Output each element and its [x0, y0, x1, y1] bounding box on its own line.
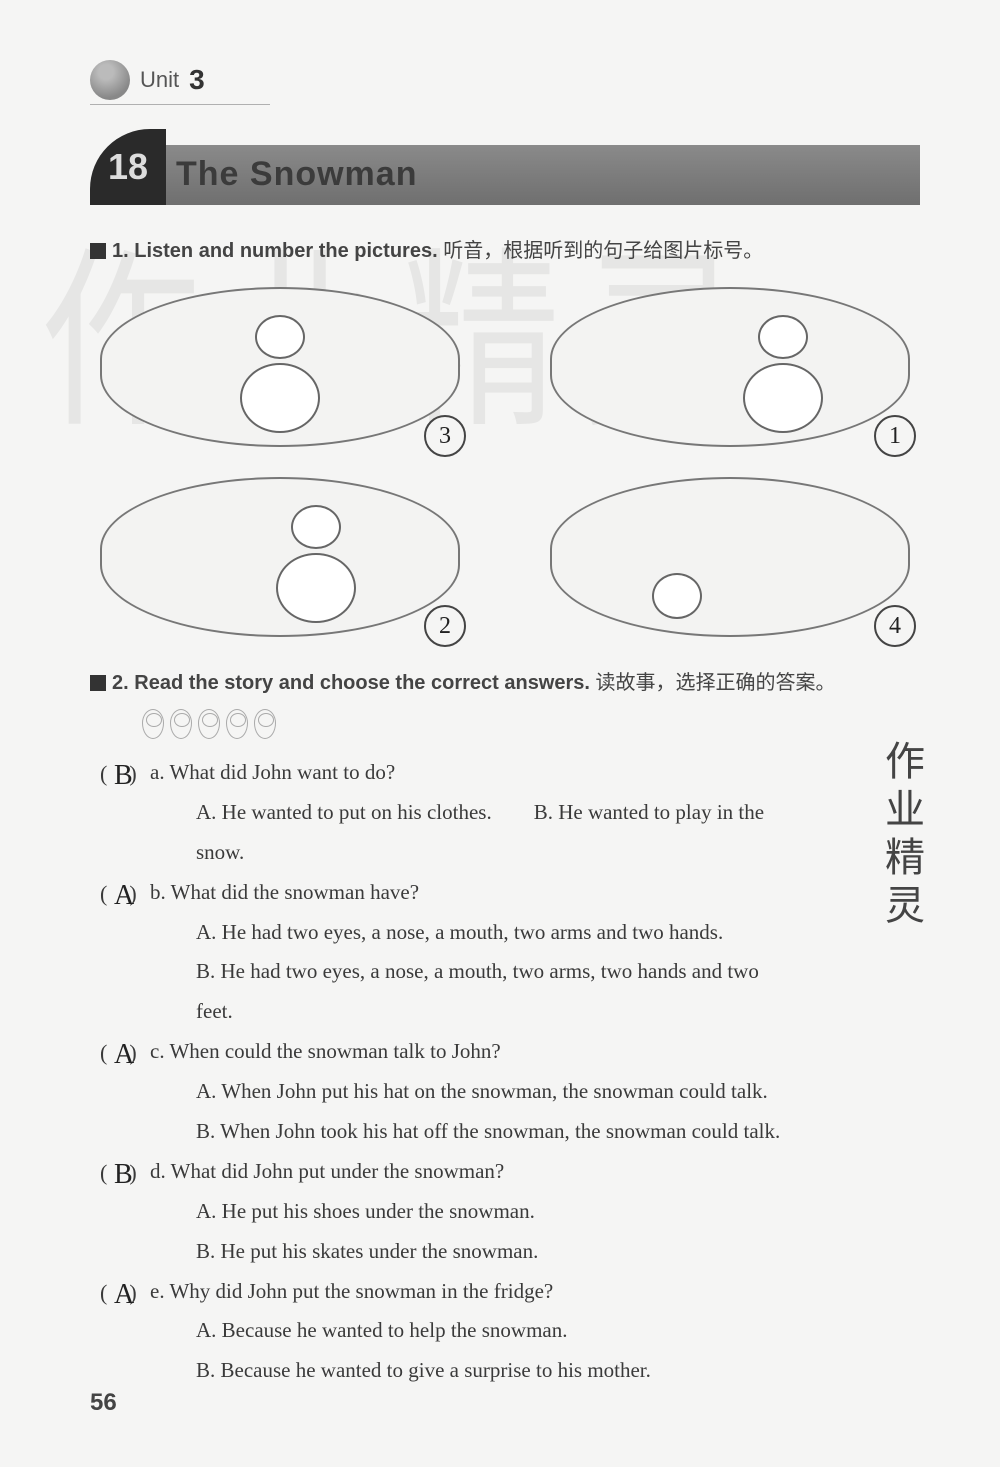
lesson-number-badge: 18	[90, 129, 166, 205]
section2-num: 2.	[112, 672, 129, 694]
qb-letter: b.	[150, 880, 166, 904]
qb-optA: A. He had two eyes, a nose, a mouth, two…	[100, 913, 800, 953]
lesson-title-bar: 18 The Snowman	[150, 145, 920, 205]
rating-icon	[254, 709, 276, 739]
qa-letter: a.	[150, 760, 165, 784]
question-c: ( ) A c. When could the snowman talk to …	[100, 1032, 800, 1072]
question-e: ( ) A e. Why did John put the snowman in…	[100, 1272, 800, 1312]
section2-en: Read the story and choose the correct an…	[134, 672, 590, 694]
picture-3: 2	[100, 477, 460, 637]
answer-d: B	[114, 1148, 133, 1201]
question-list: ( ) B a. What did John want to do? A. He…	[100, 753, 920, 1391]
picture-4: 4	[550, 477, 910, 637]
lesson-number: 18	[108, 146, 148, 188]
picture-1: 3	[100, 287, 460, 447]
qc-optA: A. When John put his hat on the snowman,…	[100, 1072, 800, 1112]
qc-question: When could the snowman talk to John?	[169, 1039, 500, 1063]
qd-optA: A. He put his shoes under the snowman.	[100, 1192, 800, 1232]
unit-number: 3	[189, 64, 205, 96]
watermark-side: 作业精灵	[872, 740, 930, 932]
unit-label: Unit	[140, 67, 179, 93]
picture-2: 1	[550, 287, 910, 447]
answer-a: B	[114, 749, 133, 802]
qa-a-optA: A. He wanted to put on his clothes.	[196, 800, 492, 824]
section1-heading: 1. Listen and number the pictures. 听音，根据…	[90, 235, 920, 267]
qd-optB: B. He put his skates under the snowman.	[100, 1232, 800, 1272]
qe-optA: A. Because he wanted to help the snowman…	[100, 1311, 800, 1351]
qa-a-options: A. He wanted to put on his clothes. B. H…	[100, 793, 800, 873]
picture-1-answer: 3	[424, 415, 466, 457]
picture-2-answer: 1	[874, 415, 916, 457]
picture-3-answer: 2	[424, 605, 466, 647]
qe-question: Why did John put the snowman in the frid…	[169, 1279, 553, 1303]
lesson-title: The Snowman	[176, 155, 417, 194]
page: Unit 3 18 The Snowman 1. Listen and numb…	[0, 0, 1000, 1467]
section1-cn: 听音，根据听到的句子给图片标号。	[443, 240, 763, 262]
qb-optB: B. He had two eyes, a nose, a mouth, two…	[100, 952, 800, 1032]
page-number: 56	[90, 1389, 117, 1417]
section1-num: 1.	[112, 240, 129, 262]
rating-icon	[226, 709, 248, 739]
unit-header: Unit 3	[90, 60, 270, 105]
qe-optB: B. Because he wanted to give a surprise …	[100, 1351, 800, 1391]
section1-en: Listen and number the pictures.	[134, 240, 437, 262]
rating-icon	[198, 709, 220, 739]
difficulty-icons	[142, 709, 920, 739]
mascot-icon	[90, 60, 130, 100]
qb-question: What did the snowman have?	[171, 880, 419, 904]
qa-question: What did John want to do?	[169, 760, 395, 784]
section2-heading: 2. Read the story and choose the correct…	[90, 667, 920, 699]
bullet-icon	[90, 675, 106, 691]
bullet-icon	[90, 243, 106, 259]
qd-question: What did John put under the snowman?	[171, 1159, 505, 1183]
section2-cn: 读故事，选择正确的答案。	[596, 672, 836, 694]
question-b: ( ) A b. What did the snowman have?	[100, 873, 800, 913]
rating-icon	[142, 709, 164, 739]
rating-icon	[170, 709, 192, 739]
qc-optB: B. When John took his hat off the snowma…	[100, 1112, 800, 1152]
question-a: ( ) B a. What did John want to do?	[100, 753, 800, 793]
picture-4-answer: 4	[874, 605, 916, 647]
answer-e: A	[114, 1268, 134, 1321]
qd-letter: d.	[150, 1159, 166, 1183]
qe-letter: e.	[150, 1279, 165, 1303]
answer-b: A	[114, 869, 134, 922]
question-d: ( ) B d. What did John put under the sno…	[100, 1152, 800, 1192]
picture-grid: 3 1 2 4	[100, 287, 910, 637]
answer-c: A	[114, 1028, 134, 1081]
qc-letter: c.	[150, 1039, 165, 1063]
